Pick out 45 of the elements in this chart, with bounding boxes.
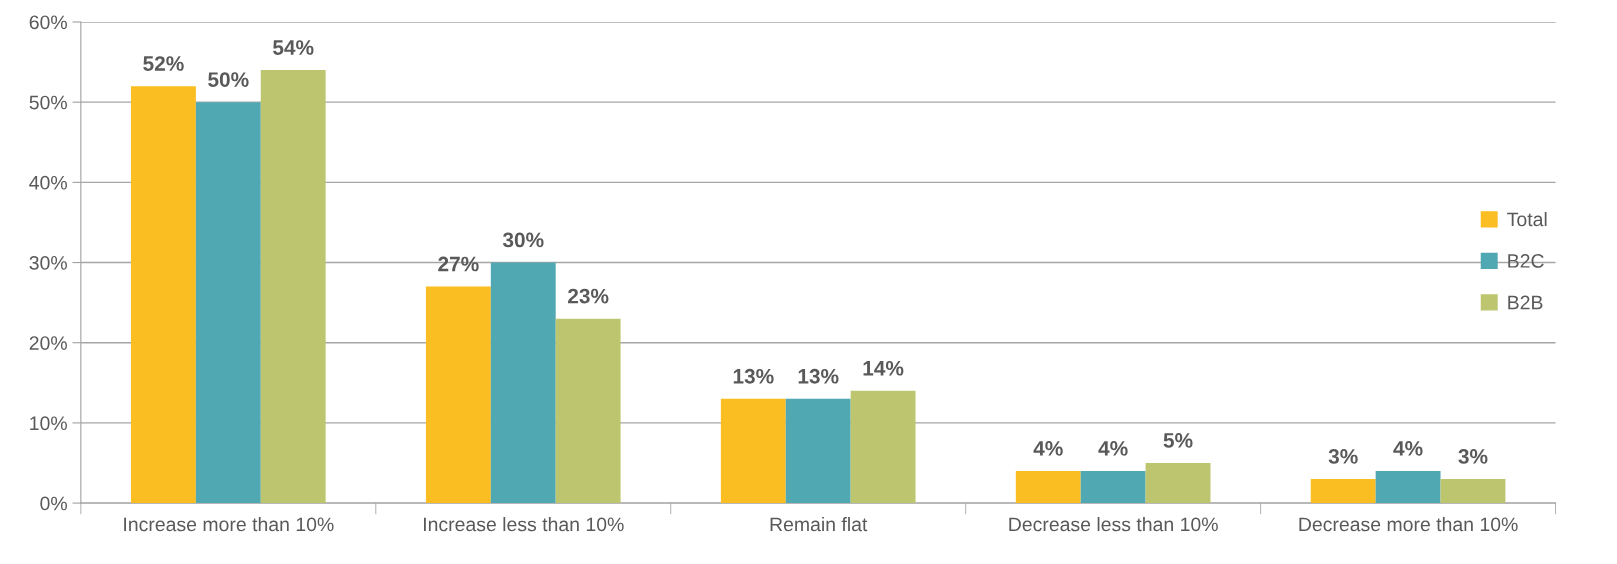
data-label: 4% bbox=[1033, 441, 1063, 456]
legend-label: Total bbox=[1507, 211, 1547, 227]
data-label: 30% bbox=[502, 232, 544, 248]
y-tick-label: 0% bbox=[40, 496, 67, 511]
bar bbox=[1015, 471, 1081, 504]
x-tick-label: Remain flat bbox=[770, 516, 868, 532]
bar bbox=[1145, 463, 1211, 504]
y-tick-label: 20% bbox=[29, 336, 67, 350]
data-label: 27% bbox=[438, 256, 479, 272]
x-tick-label: Increase less than 10% bbox=[424, 516, 624, 532]
bar bbox=[720, 398, 786, 504]
data-label: 4% bbox=[1098, 441, 1128, 456]
bar bbox=[130, 86, 196, 504]
bar bbox=[425, 286, 491, 504]
data-label: 54% bbox=[273, 40, 314, 55]
data-label: 5% bbox=[1163, 433, 1193, 448]
data-label: 13% bbox=[798, 368, 839, 384]
bar bbox=[555, 318, 621, 504]
bar bbox=[850, 390, 916, 504]
data-label: 50% bbox=[208, 72, 249, 87]
data-label: 3% bbox=[1328, 449, 1358, 464]
legend-label: B2C bbox=[1508, 254, 1544, 268]
bar bbox=[195, 102, 261, 504]
legend-label: B2B bbox=[1508, 295, 1543, 310]
bar bbox=[1440, 479, 1506, 504]
x-tick-label: Decrease less than 10% bbox=[1009, 516, 1218, 532]
data-label: 23% bbox=[568, 288, 609, 304]
bar bbox=[1375, 471, 1441, 504]
y-tick-label: 40% bbox=[29, 175, 67, 190]
y-tick-label: 30% bbox=[29, 256, 67, 270]
data-label: 14% bbox=[863, 360, 904, 376]
bar bbox=[1080, 471, 1146, 504]
data-label: 13% bbox=[733, 368, 774, 384]
bar bbox=[260, 70, 326, 504]
x-tick-label: Increase more than 10% bbox=[124, 516, 334, 532]
y-tick-label: 50% bbox=[29, 95, 67, 110]
y-tick-label: 10% bbox=[30, 416, 67, 431]
bar bbox=[785, 398, 851, 504]
data-label: 4% bbox=[1393, 441, 1423, 456]
data-label: 52% bbox=[143, 56, 184, 71]
data-label: 3% bbox=[1458, 449, 1488, 464]
bar bbox=[1310, 479, 1376, 504]
bar bbox=[490, 262, 556, 504]
y-tick-label: 60% bbox=[29, 15, 67, 30]
x-tick-label: Decrease more than 10% bbox=[1299, 516, 1518, 532]
